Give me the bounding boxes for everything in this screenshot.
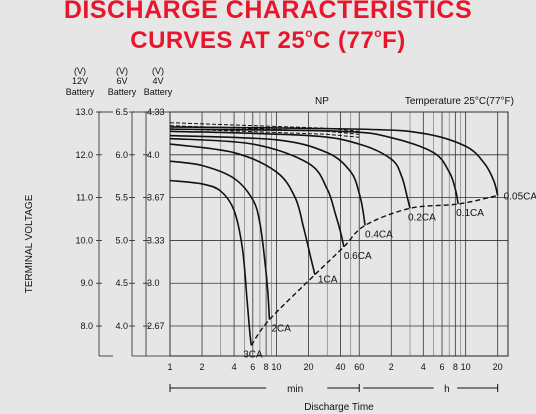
- y-axis-unit: (V): [116, 66, 128, 76]
- final-voltage-line: [250, 194, 498, 346]
- series-label-0.1CA: 0.1CA: [456, 208, 484, 219]
- x-tick-label: 8: [453, 362, 458, 372]
- y-tick-label: 5.5: [115, 193, 128, 203]
- series-label-2CA: 2CA: [271, 324, 291, 335]
- y-tick-label: 9.0: [80, 278, 93, 288]
- series-line-3CA: [169, 179, 253, 346]
- model-label: NP: [315, 96, 329, 107]
- x-tick-label: 20: [303, 362, 313, 372]
- temperature-label: Temperature 25°C(77°F): [405, 96, 514, 107]
- x-tick-label: 2: [200, 362, 205, 372]
- y-tick-label: 4.5: [115, 278, 128, 288]
- chart-title-line2: CURVES AT 25oC (77oF): [130, 26, 406, 54]
- x-tick-label: 60: [354, 362, 364, 372]
- x-tick-label: 4: [421, 362, 426, 372]
- x-tick-label: 1: [167, 362, 172, 372]
- series-line-0.2CA: [169, 130, 411, 209]
- y-axis-sub: Battery: [108, 87, 137, 97]
- y-tick-label: 3.67: [147, 193, 165, 203]
- x-tick-label: 20: [493, 362, 503, 372]
- series-label-0.6CA: 0.6CA: [344, 251, 372, 262]
- x-tick-label: 6: [250, 362, 255, 372]
- x-tick-label: 10: [461, 362, 471, 372]
- y-axis-name: 12V: [72, 76, 88, 86]
- y-axis-label: TERMINAL VOLTAGE: [24, 194, 35, 293]
- x-tick-label: 8: [264, 362, 269, 372]
- y-tick-label: 12.0: [75, 150, 93, 160]
- chart-title-line1: DISCHARGE CHARACTERISTICS: [63, 0, 473, 24]
- y-axis-name: 6V: [116, 76, 127, 86]
- y-axis-sub: Battery: [144, 87, 173, 97]
- y-axis-sub: Battery: [66, 87, 95, 97]
- y-tick-label: 4.0: [147, 150, 160, 160]
- x-unit-min: min: [287, 384, 303, 395]
- dashed-band-line: [169, 128, 360, 138]
- x-axis-label: Discharge Time: [304, 402, 374, 413]
- y-tick-label: 11.0: [76, 193, 93, 203]
- x-tick-label: 4: [232, 362, 237, 372]
- x-tick-label: 6: [440, 362, 445, 372]
- series-label-0.2CA: 0.2CA: [408, 212, 436, 223]
- x-unit-h: h: [444, 384, 450, 395]
- x-tick-label: 10: [271, 362, 281, 372]
- y-tick-label: 13.0: [75, 107, 93, 117]
- y-tick-label: 8.0: [80, 321, 93, 331]
- series-line-0.1CA: [169, 128, 459, 205]
- series-line-0.05CA: [169, 126, 499, 196]
- y-tick-label: 10.0: [75, 235, 93, 245]
- y-tick-label: 3.33: [147, 235, 165, 245]
- y-tick-label: 6.0: [115, 150, 128, 160]
- series-line-0.6CA: [169, 137, 345, 248]
- series-line-2CA: [169, 160, 271, 320]
- series-label-1CA: 1CA: [318, 275, 338, 286]
- series-line-1CA: [169, 143, 316, 275]
- y-tick-label: 4.0: [115, 321, 128, 331]
- y-tick-label: 2.67: [147, 321, 165, 331]
- series-label-3CA: 3CA: [243, 349, 263, 360]
- y-axis-unit: (V): [74, 66, 86, 76]
- y-tick-label: 6.5: [115, 107, 128, 117]
- series-line-0.4CA: [169, 134, 366, 226]
- series-label-0.4CA: 0.4CA: [365, 229, 393, 240]
- y-tick-label: 3.0: [147, 278, 160, 288]
- x-tick-label: 2: [389, 362, 394, 372]
- y-tick-label: 5.0: [115, 235, 128, 245]
- series-label-0.05CA: 0.05CA: [504, 191, 536, 202]
- y-axis-unit: (V): [152, 66, 164, 76]
- x-tick-label: 40: [335, 362, 345, 372]
- y-axis-name: 4V: [152, 76, 163, 86]
